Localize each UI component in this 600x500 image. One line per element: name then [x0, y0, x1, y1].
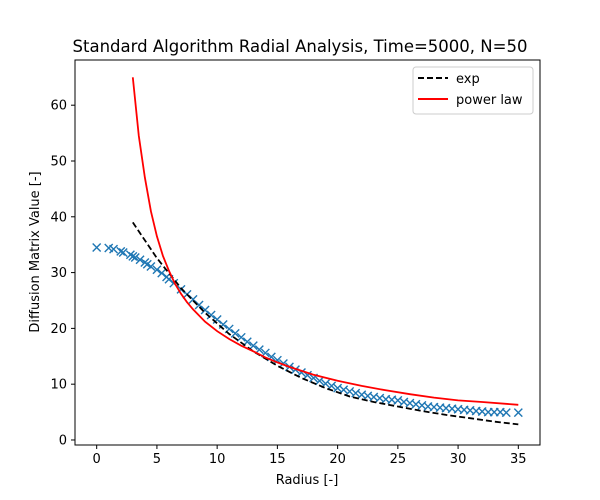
axes-frame — [74, 59, 541, 446]
y-tick-label: 50 — [50, 154, 67, 169]
series-line-power-law — [131, 77, 519, 406]
data-point — [109, 244, 119, 254]
legend-label-exp: exp — [456, 72, 480, 87]
series-layer — [92, 77, 523, 426]
y-tick-label: 20 — [50, 322, 67, 337]
ticks-layer: 0 5 10 15 20 25 30 35 0 10 20 30 40 50 60 — [50, 99, 526, 467]
data-point — [135, 255, 145, 265]
data-point — [501, 408, 511, 418]
data-point — [236, 332, 246, 342]
x-tick-label: 0 — [93, 452, 101, 467]
series-line-exp — [132, 221, 519, 426]
y-tick-label: 40 — [50, 210, 67, 225]
data-point — [116, 246, 126, 256]
data-point — [146, 261, 156, 271]
data-point — [194, 300, 204, 310]
data-point — [230, 328, 240, 338]
data-point — [200, 305, 210, 315]
data-point — [118, 248, 128, 257]
series-power-law — [131, 77, 519, 406]
y-axis-label: Diffusion Matrix Value [-] — [28, 171, 43, 332]
legend-label-power-law: power law — [456, 93, 523, 108]
data-point — [92, 242, 102, 252]
x-axis-label: Radius [-] — [276, 473, 339, 488]
data-point — [152, 265, 162, 275]
x-tick-label: 15 — [269, 452, 286, 467]
x-tick-label: 20 — [329, 452, 346, 467]
x-tick-label: 10 — [209, 452, 226, 467]
data-point — [513, 408, 523, 418]
data-point — [315, 376, 325, 386]
plot-area — [75, 60, 540, 445]
data-point — [206, 310, 216, 320]
x-tick-label: 35 — [510, 452, 527, 467]
x-tick-label: 25 — [390, 452, 407, 467]
legend-frame — [412, 66, 534, 115]
x-tick-label: 30 — [450, 452, 467, 467]
legend: exp power law — [412, 66, 534, 115]
axes-background — [75, 60, 540, 445]
y-tick-label: 60 — [50, 99, 67, 114]
y-tick-label: 0 — [59, 433, 67, 448]
data-point — [128, 251, 138, 261]
data-point — [130, 253, 140, 263]
y-tick-label: 10 — [50, 378, 67, 393]
series-exp — [132, 221, 519, 426]
y-tick-label: 30 — [50, 266, 67, 281]
chart-title: Standard Algorithm Radial Analysis, Time… — [73, 37, 528, 56]
x-tick-label: 5 — [153, 452, 161, 467]
